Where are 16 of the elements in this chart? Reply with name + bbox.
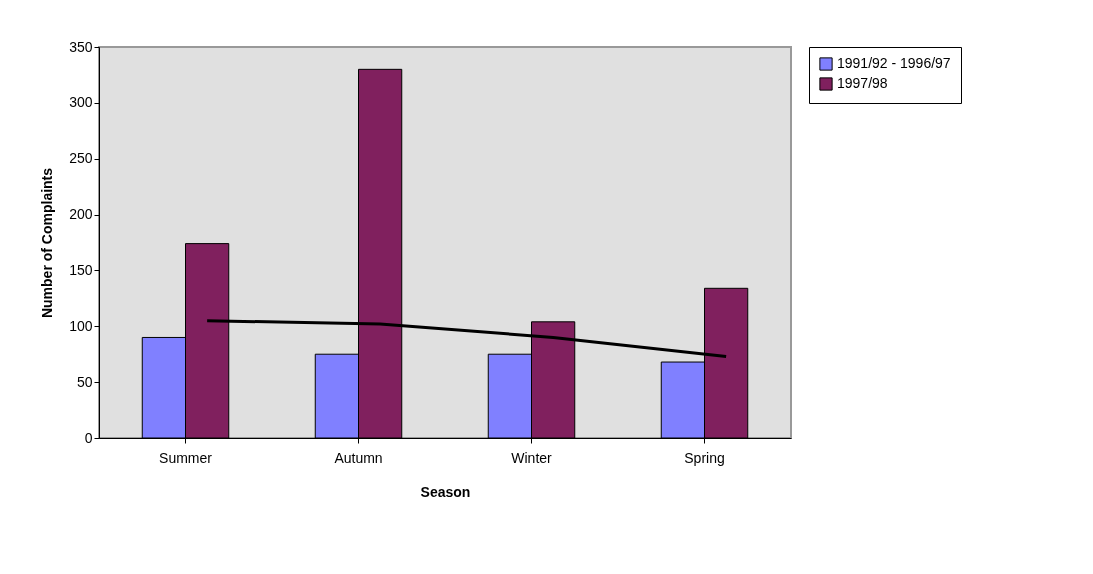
y-tick-label: 350 (69, 38, 93, 55)
legend-label: 1991/92 - 1996/97 (837, 55, 951, 71)
legend-label: 1997/98 (837, 75, 888, 91)
y-tick-label: 0 (84, 429, 93, 446)
y-tick-label: 150 (69, 261, 93, 278)
x-tick-label: Winter (511, 449, 553, 466)
y-tick-label: 250 (69, 150, 93, 167)
y-axis-title: Number of Complaints (39, 167, 56, 319)
x-tick-label: Spring (684, 449, 725, 466)
y-tick-label: 300 (69, 94, 93, 111)
x-tick-label: Autumn (334, 449, 383, 466)
y-tick-label: 100 (69, 317, 93, 334)
y-tick-label: 50 (76, 373, 93, 390)
x-tick-label: Summer (159, 449, 213, 466)
x-axis-title: Season (420, 483, 471, 500)
y-tick-label: 200 (69, 206, 93, 223)
